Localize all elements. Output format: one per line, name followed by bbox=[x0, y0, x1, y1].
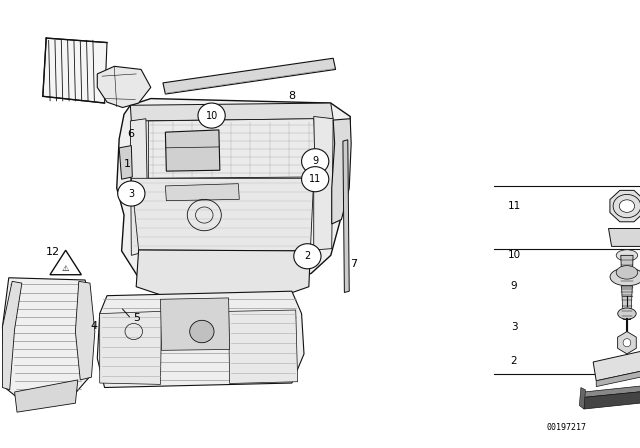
Polygon shape bbox=[15, 380, 78, 412]
Polygon shape bbox=[116, 99, 350, 291]
Text: 2: 2 bbox=[511, 356, 517, 366]
Text: 10: 10 bbox=[205, 111, 218, 121]
Ellipse shape bbox=[616, 250, 637, 261]
Text: ⚠: ⚠ bbox=[62, 264, 69, 273]
Text: 10: 10 bbox=[508, 250, 520, 260]
Polygon shape bbox=[314, 116, 333, 250]
Circle shape bbox=[301, 167, 329, 192]
Polygon shape bbox=[609, 228, 640, 246]
Polygon shape bbox=[161, 298, 230, 350]
Circle shape bbox=[301, 149, 329, 174]
Ellipse shape bbox=[618, 308, 636, 319]
Text: 2: 2 bbox=[304, 251, 310, 261]
Text: 11: 11 bbox=[508, 201, 521, 211]
Polygon shape bbox=[97, 66, 151, 108]
Polygon shape bbox=[621, 255, 633, 296]
Ellipse shape bbox=[623, 339, 631, 347]
Polygon shape bbox=[100, 311, 161, 384]
Polygon shape bbox=[584, 384, 640, 397]
Ellipse shape bbox=[620, 200, 635, 212]
Ellipse shape bbox=[616, 266, 637, 279]
Polygon shape bbox=[163, 58, 335, 94]
Polygon shape bbox=[593, 350, 640, 381]
Polygon shape bbox=[131, 178, 314, 251]
Text: 11: 11 bbox=[309, 174, 321, 184]
Text: 9: 9 bbox=[511, 281, 517, 291]
Text: 5: 5 bbox=[132, 313, 140, 323]
Polygon shape bbox=[76, 281, 95, 380]
Polygon shape bbox=[610, 190, 640, 222]
Polygon shape bbox=[228, 310, 298, 383]
Circle shape bbox=[294, 244, 321, 269]
Text: 00197217: 00197217 bbox=[547, 423, 586, 432]
Polygon shape bbox=[596, 370, 640, 387]
Polygon shape bbox=[136, 250, 310, 305]
Polygon shape bbox=[3, 278, 93, 403]
Text: 3: 3 bbox=[511, 322, 517, 332]
Polygon shape bbox=[43, 38, 107, 103]
Text: 12: 12 bbox=[45, 247, 60, 257]
Polygon shape bbox=[332, 119, 351, 224]
Circle shape bbox=[118, 181, 145, 206]
Ellipse shape bbox=[621, 339, 632, 347]
Polygon shape bbox=[618, 332, 636, 354]
Polygon shape bbox=[3, 281, 22, 390]
Polygon shape bbox=[131, 103, 333, 121]
Polygon shape bbox=[50, 250, 81, 275]
Polygon shape bbox=[148, 119, 315, 178]
Circle shape bbox=[189, 320, 214, 343]
Text: 8: 8 bbox=[288, 91, 296, 101]
Polygon shape bbox=[343, 140, 349, 293]
Text: 7: 7 bbox=[351, 259, 358, 269]
Polygon shape bbox=[119, 146, 132, 179]
Text: 1: 1 bbox=[124, 159, 131, 168]
Ellipse shape bbox=[610, 268, 640, 286]
Polygon shape bbox=[584, 390, 640, 409]
Circle shape bbox=[198, 103, 225, 128]
Text: 4: 4 bbox=[90, 321, 97, 331]
Text: 9: 9 bbox=[312, 156, 318, 166]
Text: 3: 3 bbox=[128, 189, 134, 198]
Polygon shape bbox=[165, 130, 220, 171]
Polygon shape bbox=[579, 388, 586, 409]
Polygon shape bbox=[165, 184, 239, 201]
Polygon shape bbox=[621, 286, 632, 319]
Polygon shape bbox=[97, 291, 304, 388]
Text: 6: 6 bbox=[127, 129, 134, 139]
Polygon shape bbox=[131, 119, 148, 255]
